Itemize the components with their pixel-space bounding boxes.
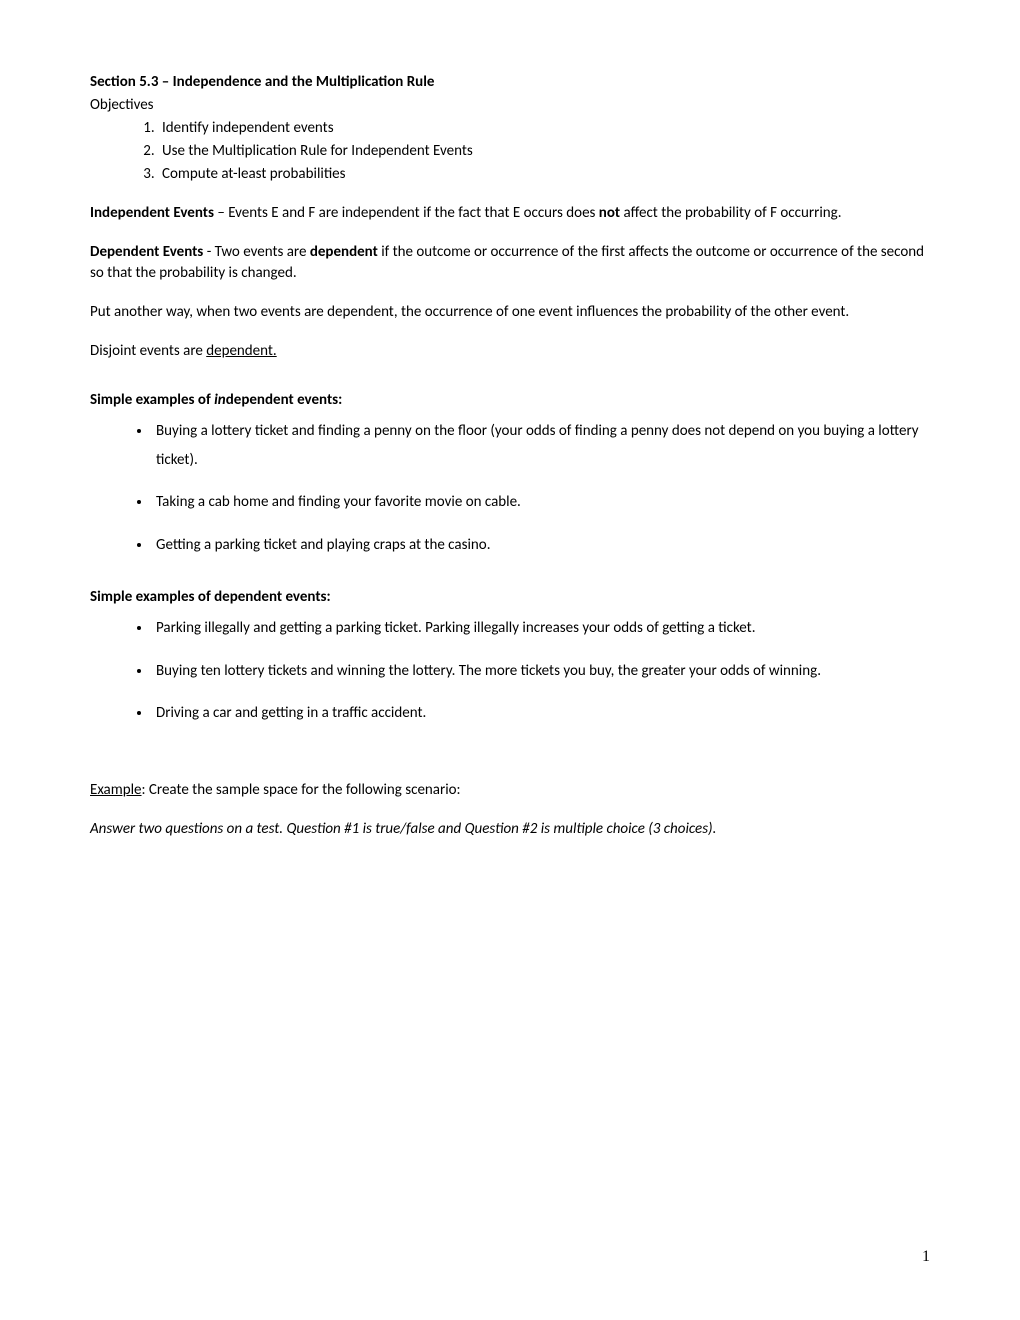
text: dependent events: [226, 391, 343, 409]
page: Section 5.3 – Independence and the Multi… [0, 0, 1020, 1320]
text: - [203, 243, 214, 261]
text: Events E and F are independent if the fa… [228, 204, 599, 222]
example-question: Answer two questions on a test. Question… [90, 819, 930, 840]
text: – [214, 204, 228, 222]
page-number: 1 [922, 1246, 930, 1268]
objective-item: Identify independent events [158, 118, 930, 139]
text: affect the probability of F occurring. [620, 204, 841, 222]
bold-word: not [599, 204, 620, 222]
objectives-label: Objectives [90, 95, 930, 116]
example-paragraph: Example: Create the sample space for the… [90, 780, 930, 801]
list-item: Taking a cab home and finding your favor… [152, 488, 930, 517]
text: Disjoint events are [90, 342, 206, 360]
underline-text: dependent. [206, 342, 276, 360]
objectives-list: Identify independent events Use the Mult… [90, 118, 930, 185]
example-label: Example [90, 781, 142, 799]
independent-examples-list: Buying a lottery ticket and finding a pe… [90, 417, 930, 559]
dependent-events-label: Dependent Events [90, 243, 203, 261]
text: : Create the sample space for the follow… [142, 781, 461, 799]
dependent-examples-list: Parking illegally and getting a parking … [90, 614, 930, 728]
put-another-way-paragraph: Put another way, when two events are dep… [90, 302, 930, 323]
text: Two events are [215, 243, 310, 261]
bold-word: dependent [310, 243, 378, 261]
independent-events-label: Independent Events [90, 204, 214, 222]
list-item: Getting a parking ticket and playing cra… [152, 531, 930, 560]
independent-events-paragraph: Independent Events – Events E and F are … [90, 203, 930, 224]
italic-text: in [214, 391, 226, 409]
dependent-examples-heading: Simple examples of dependent events: [90, 587, 930, 608]
objective-item: Use the Multiplication Rule for Independ… [158, 141, 930, 162]
disjoint-paragraph: Disjoint events are dependent. [90, 341, 930, 362]
list-item: Buying a lottery ticket and finding a pe… [152, 417, 930, 474]
independent-examples-heading: Simple examples of independent events: [90, 390, 930, 411]
list-item: Buying ten lottery tickets and winning t… [152, 657, 930, 686]
list-item: Parking illegally and getting a parking … [152, 614, 930, 643]
objective-item: Compute at-least probabilities [158, 164, 930, 185]
text: Simple examples of [90, 391, 214, 409]
list-item: Driving a car and getting in a traffic a… [152, 699, 930, 728]
section-title: Section 5.3 – Independence and the Multi… [90, 72, 930, 93]
dependent-events-paragraph: Dependent Events - Two events are depend… [90, 242, 930, 284]
